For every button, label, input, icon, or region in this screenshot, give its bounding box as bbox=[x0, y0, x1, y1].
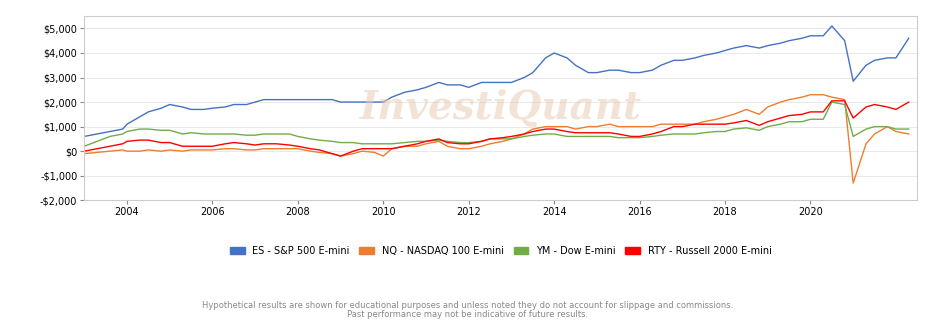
Text: Hypothetical results are shown for educational purposes and unless noted they do: Hypothetical results are shown for educa… bbox=[202, 301, 734, 310]
Text: Past performance may not be indicative of future results.: Past performance may not be indicative o… bbox=[347, 310, 589, 319]
Text: InvestiQuant: InvestiQuant bbox=[359, 89, 642, 127]
Legend: ES - S&P 500 E-mini, NQ - NASDAQ 100 E-mini, YM - Dow E-mini, RTY - Russell 2000: ES - S&P 500 E-mini, NQ - NASDAQ 100 E-m… bbox=[230, 245, 771, 255]
